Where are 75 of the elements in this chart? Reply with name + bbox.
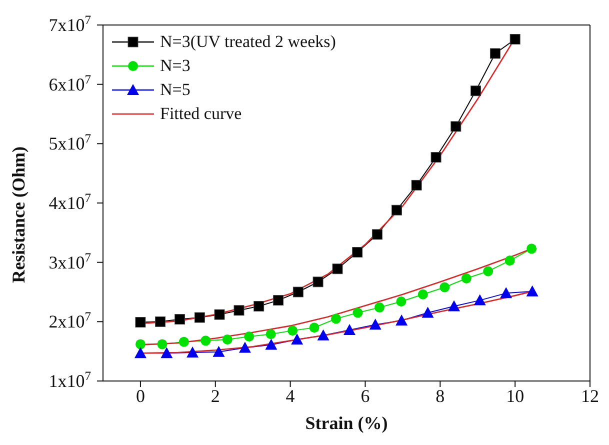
legend-label: N=3 [160,55,190,77]
point [312,276,324,288]
point [234,305,244,316]
point [422,306,434,318]
x-tick-label: 8 [436,386,445,406]
point [510,34,520,44]
legend-label: N=5 [160,79,190,101]
point [200,336,211,346]
point [317,329,330,340]
x-tick-label: 2 [210,386,220,406]
x-tick-label: 0 [136,386,145,406]
point [157,339,168,350]
point [212,346,225,357]
point [396,314,408,326]
point [448,300,460,312]
y-tick-label: 5x10$^{7}$ [48,132,91,154]
point [273,295,284,306]
legend-label: N=3(UV treated 2 weeks) [160,31,336,53]
point [331,314,342,324]
y-tick-label: 2x10$^{7}$ [48,310,91,332]
point [470,86,481,96]
y-tick-label: 3x10$^{7}$ [48,250,91,272]
point [178,336,189,347]
legend-label: Fitted curve [160,103,242,125]
point [288,326,298,336]
point [450,121,462,132]
point [291,333,304,344]
y-tick-label: 4x10$^{7}$ [48,191,91,213]
y-tick-label: 7x10$^{7}$ [48,13,91,35]
x-tick-label: 4 [286,386,295,406]
point [461,273,472,284]
point [490,48,500,59]
point [430,152,442,163]
x-axis-title: Strain (%) [305,413,388,433]
point [266,329,276,340]
point [526,285,538,296]
point [372,229,382,240]
point [292,286,304,298]
point [474,294,486,306]
point [186,346,199,358]
point [135,339,146,350]
point [134,347,146,358]
y-tick-label: 1x10$^{7}$ [48,369,91,391]
point [254,300,264,312]
x-tick-label: 6 [360,386,370,406]
x-tick-label: 10 [506,386,524,406]
point [500,287,512,298]
point [214,309,225,320]
point [418,289,428,300]
y-axis-title: Resistance (Ohm) [8,146,28,283]
point [222,334,232,344]
point [332,264,343,274]
x-tick-label: 12 [581,386,599,406]
point [411,180,422,190]
point [174,314,186,325]
point [265,338,278,350]
point [343,324,356,335]
point [155,316,166,327]
point [396,296,406,306]
point [440,282,450,292]
point [238,342,251,353]
point [352,308,363,318]
point [194,312,205,323]
point [374,302,384,312]
point [309,322,320,333]
point [352,246,363,258]
point [160,347,173,358]
point [504,256,515,266]
point [483,266,494,276]
point [391,204,402,216]
point [526,244,537,254]
y-tick-label: 6x10$^{7}$ [48,72,91,94]
point [369,318,382,330]
point [135,317,146,328]
point [244,332,254,342]
